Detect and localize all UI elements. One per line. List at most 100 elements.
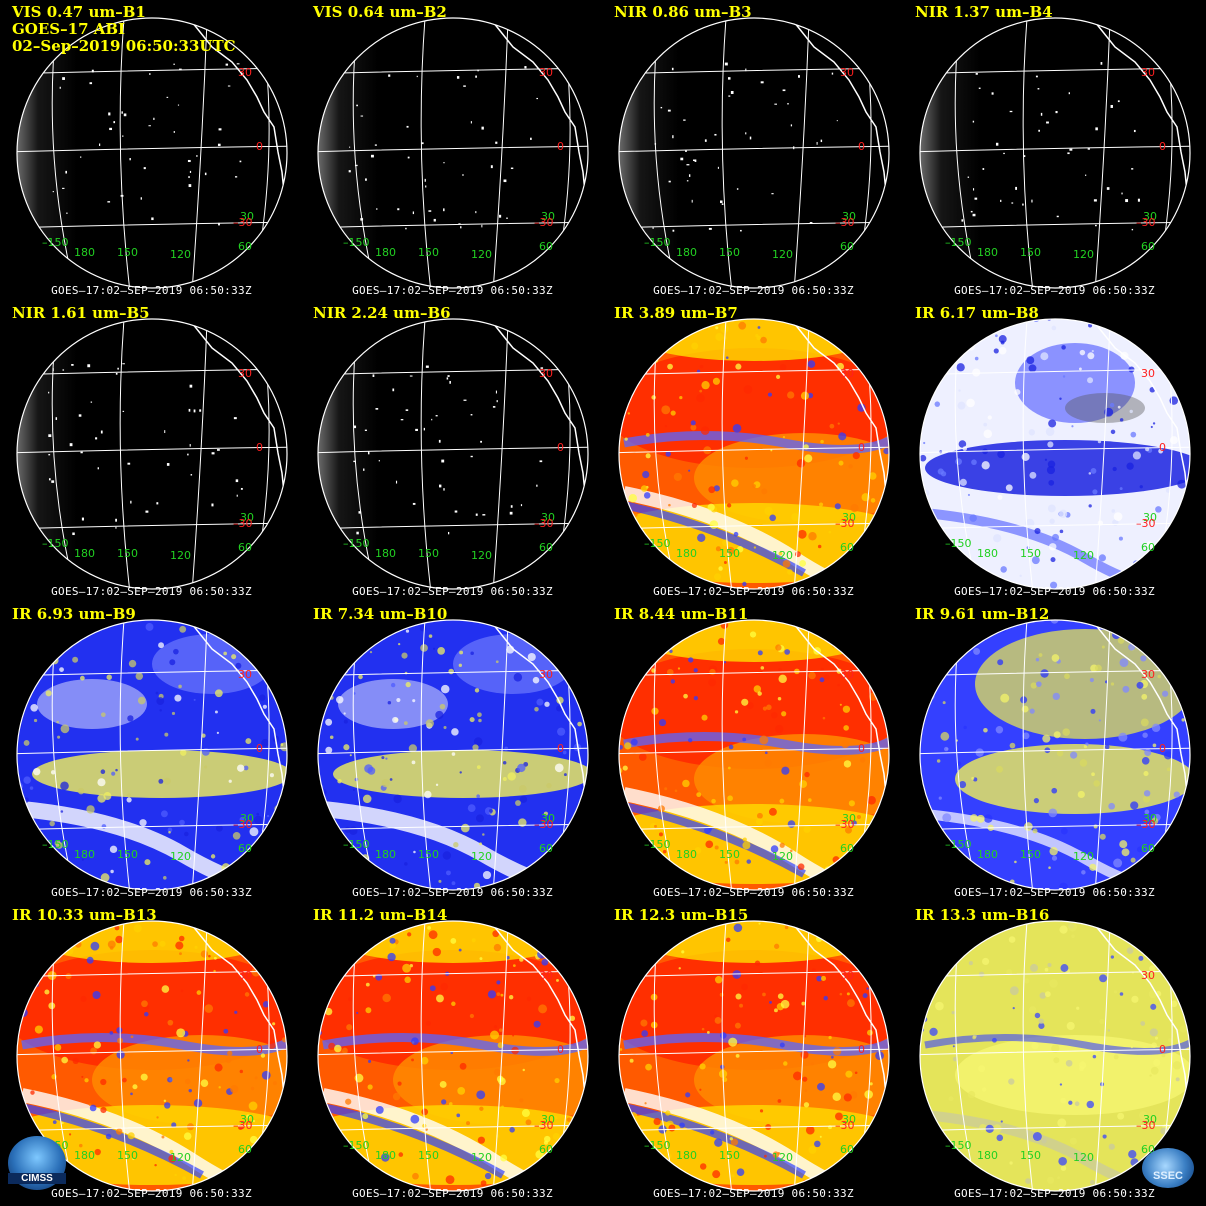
- lon-label-120: 120: [772, 549, 793, 562]
- lon-label-60: 60: [1141, 541, 1155, 554]
- lat-label-30-green: 30: [842, 1113, 856, 1126]
- earth-disk-image: [16, 17, 288, 289]
- earth-disk-image: [317, 318, 589, 590]
- earth-disk-image: [16, 920, 288, 1192]
- cimss-logo: CIMSS: [8, 1136, 66, 1190]
- satellite-label: GOES–17 ABI 02–Sep–2019 06:50:33UTC: [12, 21, 236, 55]
- panel-title: IR 11.2 um–B14: [313, 906, 448, 924]
- panel-b14: IR 11.2 um–B14 GOES–17:02–SEP–2019 06:50…: [303, 905, 602, 1204]
- lat-label-0: 0: [256, 441, 263, 454]
- lon-label-150: 150: [418, 246, 439, 259]
- panel-b13: IR 10.33 um–B13 GOES–17:02–SEP–2019 06:5…: [2, 905, 301, 1204]
- panel-footer: GOES–17:02–SEP–2019 06:50:33Z: [51, 585, 252, 598]
- ssec-logo: SSEC: [1142, 1148, 1194, 1188]
- lat-label-minus-30: –30: [233, 1119, 253, 1132]
- earth-disk-image: [16, 619, 288, 891]
- lon-label-180: 180: [74, 1149, 95, 1162]
- panel-b15: IR 12.3 um–B15 GOES–17:02–SEP–2019 06:50…: [604, 905, 903, 1204]
- lat-label-30-green: 30: [541, 1113, 555, 1126]
- lon-label-150: 150: [418, 547, 439, 560]
- lat-label-minus-30: –30: [233, 517, 253, 530]
- lon-label-minus-150: –150: [644, 537, 671, 550]
- lon-label-60: 60: [1141, 240, 1155, 253]
- lon-label-150: 150: [719, 848, 740, 861]
- lon-label-60: 60: [539, 541, 553, 554]
- panel-footer: GOES–17:02–SEP–2019 06:50:33Z: [352, 1187, 553, 1200]
- lat-label-30: 30: [1141, 66, 1155, 79]
- lon-label-60: 60: [539, 240, 553, 253]
- lon-label-180: 180: [74, 547, 95, 560]
- panel-title: IR 3.89 um–B7: [614, 304, 738, 322]
- lat-label-0: 0: [858, 1043, 865, 1056]
- panel-footer: GOES–17:02–SEP–2019 06:50:33Z: [51, 284, 252, 297]
- lat-label-0: 0: [858, 742, 865, 755]
- lon-label-60: 60: [539, 1143, 553, 1156]
- lon-label-150: 150: [1020, 848, 1041, 861]
- lat-label-0: 0: [557, 441, 564, 454]
- lat-label-30-green: 30: [240, 511, 254, 524]
- lon-label-60: 60: [238, 541, 252, 554]
- lat-label-minus-30: –30: [534, 216, 554, 229]
- lon-label-150: 150: [117, 1149, 138, 1162]
- lat-label-minus-30: –30: [1136, 1119, 1156, 1132]
- lon-label-120: 120: [471, 248, 492, 261]
- lat-label-minus-30: –30: [1136, 818, 1156, 831]
- lon-label-180: 180: [676, 848, 697, 861]
- lat-label-0: 0: [1159, 742, 1166, 755]
- lon-label-minus-150: –150: [945, 1139, 972, 1152]
- lat-label-0: 0: [256, 1043, 263, 1056]
- earth-disk-image: [317, 17, 589, 289]
- lon-label-120: 120: [170, 549, 191, 562]
- panel-b16: IR 13.3 um–B16 GOES–17:02–SEP–2019 06:50…: [905, 905, 1204, 1204]
- panel-b8: IR 6.17 um–B8 GOES–17:02–SEP–2019 06:50:…: [905, 303, 1204, 602]
- lat-label-minus-30: –30: [1136, 517, 1156, 530]
- panel-footer: GOES–17:02–SEP–2019 06:50:33Z: [653, 284, 854, 297]
- panel-title: IR 9.61 um–B12: [915, 605, 1050, 623]
- lon-label-180: 180: [977, 547, 998, 560]
- lat-label-minus-30: –30: [534, 818, 554, 831]
- lon-label-150: 150: [719, 246, 740, 259]
- panel-title: IR 12.3 um–B15: [614, 906, 749, 924]
- lon-label-120: 120: [1073, 549, 1094, 562]
- lat-label-0: 0: [256, 742, 263, 755]
- lat-label-0: 0: [256, 140, 263, 153]
- lat-label-0: 0: [858, 441, 865, 454]
- satellite-line: GOES–17 ABI: [12, 20, 126, 38]
- lat-label-30: 30: [1141, 367, 1155, 380]
- earth-disk-image: [919, 619, 1191, 891]
- lon-label-120: 120: [170, 1151, 191, 1164]
- lon-label-120: 120: [471, 850, 492, 863]
- earth-disk-image: [919, 920, 1191, 1192]
- lon-label-60: 60: [840, 541, 854, 554]
- panel-footer: GOES–17:02–SEP–2019 06:50:33Z: [954, 585, 1155, 598]
- lat-label-30: 30: [539, 668, 553, 681]
- lon-label-minus-150: –150: [42, 236, 69, 249]
- panel-title: IR 10.33 um–B13: [12, 906, 157, 924]
- lon-label-minus-150: –150: [945, 236, 972, 249]
- lat-label-30-green: 30: [541, 812, 555, 825]
- lon-label-minus-150: –150: [343, 838, 370, 851]
- lat-label-30: 30: [840, 66, 854, 79]
- lat-label-30-green: 30: [240, 210, 254, 223]
- cimss-logo-text: CIMSS: [8, 1173, 66, 1184]
- lon-label-180: 180: [676, 547, 697, 560]
- lon-label-minus-150: –150: [343, 537, 370, 550]
- lat-label-minus-30: –30: [534, 517, 554, 530]
- lat-label-30-green: 30: [842, 210, 856, 223]
- lon-label-minus-150: –150: [644, 838, 671, 851]
- lat-label-minus-30: –30: [233, 818, 253, 831]
- lon-label-60: 60: [840, 842, 854, 855]
- lat-label-30: 30: [840, 668, 854, 681]
- panel-title: IR 6.17 um–B8: [915, 304, 1039, 322]
- lon-label-150: 150: [1020, 1149, 1041, 1162]
- lat-label-minus-30: –30: [835, 216, 855, 229]
- panel-b11: IR 8.44 um–B11 GOES–17:02–SEP–2019 06:50…: [604, 604, 903, 903]
- earth-disk-image: [16, 318, 288, 590]
- lat-label-30: 30: [238, 367, 252, 380]
- lat-label-minus-30: –30: [835, 818, 855, 831]
- panel-title: VIS 0.64 um–B2: [313, 3, 447, 21]
- lon-label-60: 60: [840, 240, 854, 253]
- lat-label-0: 0: [557, 1043, 564, 1056]
- lon-label-120: 120: [772, 248, 793, 261]
